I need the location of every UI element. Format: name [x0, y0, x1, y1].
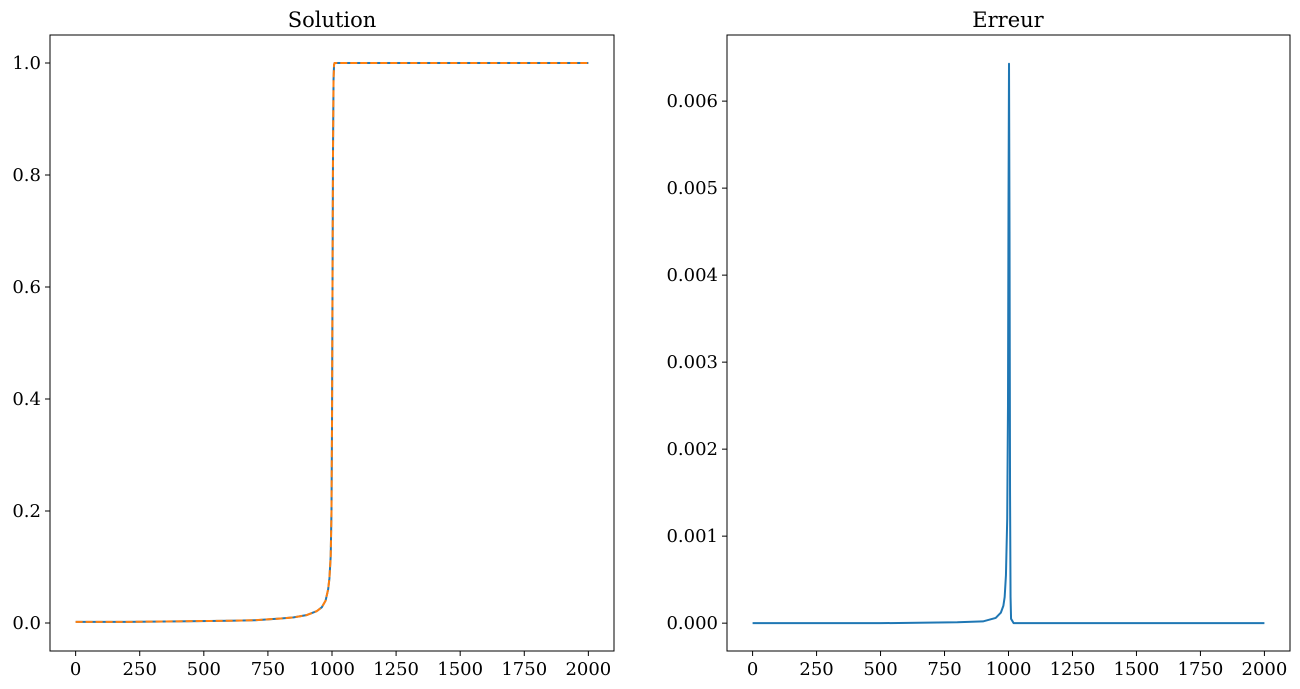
error-x-axis: 0 250 500 750 1000 1250 1500 1750 2000 — [747, 651, 1287, 680]
error-x-tick-label: 1000 — [986, 659, 1032, 680]
solution-x-tick-label: 2000 — [565, 659, 611, 680]
error-y-tick-label: 0.004 — [666, 265, 718, 286]
solution-x-tick-label: 500 — [187, 659, 221, 680]
solution-y-tick-label: 0.0 — [12, 613, 41, 634]
solution-x-tick-label: 250 — [123, 659, 157, 680]
error-series-layer — [752, 62, 1265, 625]
solution-title: Solution — [288, 8, 377, 32]
error-x-tick-label: 250 — [799, 659, 833, 680]
error-y-tick-label: 0.003 — [666, 352, 718, 373]
error-x-tick-label: 1500 — [1114, 659, 1160, 680]
solution-x-tick-label: 0 — [70, 659, 81, 680]
solution-panel: Solution 0 250 500 750 1000 1250 1500 1750 2000 … — [12, 8, 615, 680]
solution-x-tick-label: 1250 — [373, 659, 419, 680]
error-x-tick-label: 500 — [863, 659, 897, 680]
solution-y-tick-label: 0.6 — [12, 277, 41, 298]
solution-series-1-line — [75, 62, 589, 623]
solution-x-tick-label: 1750 — [501, 659, 547, 680]
solution-x-tick-label: 750 — [251, 659, 285, 680]
error-series-0-line — [752, 62, 1265, 625]
error-x-tick-label: 2000 — [1242, 659, 1288, 680]
error-x-tick-label: 1750 — [1178, 659, 1224, 680]
error-panel: Erreur 0 250 500 750 1000 1250 1500 1750 2000 0.… — [666, 8, 1291, 680]
error-y-tick-label: 0.000 — [666, 613, 718, 634]
solution-series-layer — [75, 62, 589, 623]
solution-x-tick-label: 1000 — [309, 659, 355, 680]
error-x-tick-label: 750 — [927, 659, 961, 680]
solution-x-tick-label: 1500 — [437, 659, 483, 680]
error-x-tick-label: 1250 — [1050, 659, 1096, 680]
solution-y-axis: 0.0 0.2 0.4 0.6 0.8 1.0 — [12, 53, 50, 634]
error-y-tick-label: 0.002 — [666, 439, 718, 460]
solution-y-tick-label: 0.2 — [12, 501, 41, 522]
solution-y-tick-label: 1.0 — [12, 53, 41, 74]
solution-y-tick-label: 0.8 — [12, 165, 41, 186]
error-y-tick-label: 0.001 — [666, 526, 718, 547]
error-title: Erreur — [972, 8, 1044, 32]
error-x-tick-label: 0 — [747, 659, 758, 680]
error-y-tick-label: 0.005 — [666, 178, 718, 199]
solution-x-axis: 0 250 500 750 1000 1250 1500 1750 2000 — [70, 651, 611, 680]
error-y-axis: 0.000 0.001 0.002 0.003 0.004 0.005 0.006 — [666, 91, 727, 634]
solution-y-tick-label: 0.4 — [12, 389, 41, 410]
error-y-tick-label: 0.006 — [666, 91, 718, 112]
